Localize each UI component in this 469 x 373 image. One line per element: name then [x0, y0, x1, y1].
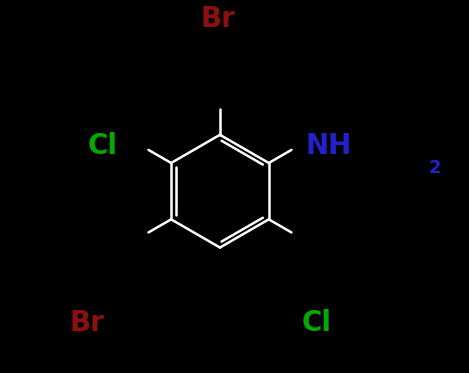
- Text: Cl: Cl: [302, 309, 332, 337]
- Text: NH: NH: [305, 132, 352, 160]
- Text: Cl: Cl: [87, 132, 117, 160]
- Text: Br: Br: [201, 5, 235, 33]
- Text: 2: 2: [429, 159, 441, 176]
- Text: Br: Br: [69, 309, 104, 337]
